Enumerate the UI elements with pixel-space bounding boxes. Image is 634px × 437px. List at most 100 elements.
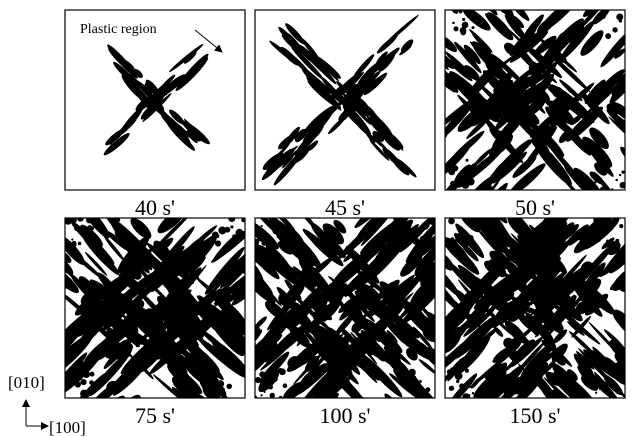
axis-vertical-label: [010] <box>8 373 45 392</box>
plastic-spot <box>277 235 281 239</box>
plastic-spot <box>616 389 621 394</box>
plastic-streak <box>297 206 319 231</box>
plastic-spot <box>78 242 82 246</box>
panel-label: 40 s' <box>135 195 175 220</box>
plastic-streak <box>277 200 299 220</box>
plastic-spot <box>612 27 617 32</box>
plastic-spot <box>594 181 596 183</box>
plastic-streak <box>24 240 71 292</box>
plastic-spot <box>218 227 226 235</box>
plastic-spot <box>405 240 407 242</box>
plastic-streak <box>183 180 221 215</box>
plastic-spot <box>619 174 621 176</box>
plastic-streak <box>575 0 613 33</box>
panel-label: 45 s' <box>325 195 365 220</box>
plastic-spot <box>217 380 224 387</box>
panel-label: 150 s' <box>509 403 560 428</box>
plastic-spot <box>619 19 623 23</box>
panels: 40 s'45 s'50 s'75 s'100 s'150 s' <box>24 0 634 437</box>
plastic-spot <box>456 180 463 187</box>
plastic-spot <box>594 215 602 223</box>
plastic-spot <box>409 373 414 378</box>
plastic-spot <box>215 240 221 246</box>
plastic-spot <box>79 376 82 379</box>
plastic-spot <box>455 11 458 14</box>
plastic-streak <box>193 395 227 428</box>
plastic-spot <box>614 371 618 375</box>
plastic-streak <box>618 144 634 174</box>
panel <box>259 14 419 188</box>
plastic-spot <box>412 238 419 245</box>
plastic-spot <box>89 380 94 385</box>
plastic-spot <box>456 380 459 383</box>
plastic-spot <box>461 170 465 174</box>
plastic-spot <box>80 228 84 232</box>
plastic-spot <box>230 225 233 228</box>
plastic-streak <box>567 0 600 7</box>
plastic-spot <box>460 175 466 181</box>
plastic-spot <box>455 372 463 380</box>
plastic-spot <box>606 240 609 243</box>
plastic-streak <box>382 391 409 420</box>
plastic-streak <box>104 406 120 421</box>
plastic-spot <box>462 18 465 21</box>
plastic-spot <box>465 159 468 162</box>
plastic-spot <box>283 383 288 388</box>
plastic-spot <box>236 229 244 237</box>
plastic-streak <box>287 197 311 221</box>
plastic-spot <box>268 385 273 390</box>
plastic-spot <box>448 218 455 225</box>
plastic-streak <box>42 333 64 356</box>
plastic-spot <box>419 380 422 383</box>
plastic-spot <box>460 236 466 242</box>
plastic-streak <box>569 189 588 209</box>
plastic-spot <box>226 384 232 390</box>
plastic-spot <box>420 236 427 243</box>
plastic-streak <box>472 0 488 9</box>
plastic-spot <box>600 13 606 19</box>
plastic-spot <box>619 224 623 228</box>
plastic-streak <box>49 340 67 358</box>
panel-label: 100 s' <box>319 403 370 428</box>
plastic-streak <box>51 274 67 290</box>
plastic-spot <box>259 371 265 377</box>
plastic-streak <box>399 38 415 54</box>
plastic-spot <box>465 369 469 373</box>
plastic-streak <box>30 332 68 367</box>
plastic-spot <box>83 371 90 378</box>
axis-horizontal-label: [100] <box>49 418 86 437</box>
plastic-spot <box>595 392 597 394</box>
plastic-spot <box>606 379 613 386</box>
plastic-spot <box>269 369 275 375</box>
panel-label: 75 s' <box>135 403 175 428</box>
plastic-spot <box>274 244 277 247</box>
plastic-spot <box>460 27 467 34</box>
plastic-spot <box>425 387 430 392</box>
page: 40 s'45 s'50 s'75 s'100 s'150 s' Plastic… <box>0 0 634 437</box>
plastic-spot <box>212 232 219 239</box>
plastic-spot <box>467 178 475 186</box>
plastic-spot <box>65 218 72 225</box>
plastic-streak <box>477 195 498 216</box>
figure: 40 s'45 s'50 s'75 s'100 s'150 s' Plastic… <box>0 0 634 437</box>
plastic-spot <box>257 234 265 242</box>
annotation: Plastic region <box>80 22 157 37</box>
plastic-spot <box>264 391 266 393</box>
plastic-streak <box>307 410 320 421</box>
plastic-spot <box>471 26 474 29</box>
plastic-streak <box>177 400 216 437</box>
plastic-spot <box>593 185 598 190</box>
plastic-spot <box>597 225 604 232</box>
panel <box>219 190 472 437</box>
plastic-spot <box>615 179 618 182</box>
plastic-spot <box>459 383 465 389</box>
plastic-spot <box>261 225 263 227</box>
plastic-spot <box>422 245 427 250</box>
plastic-spot <box>69 243 72 246</box>
plastic-spot <box>74 226 79 231</box>
plastic-streak <box>174 175 225 223</box>
plastic-spot <box>448 168 453 173</box>
plastic-spot <box>599 387 601 389</box>
plastic-spot <box>600 187 605 192</box>
plastic-spot <box>452 22 455 25</box>
